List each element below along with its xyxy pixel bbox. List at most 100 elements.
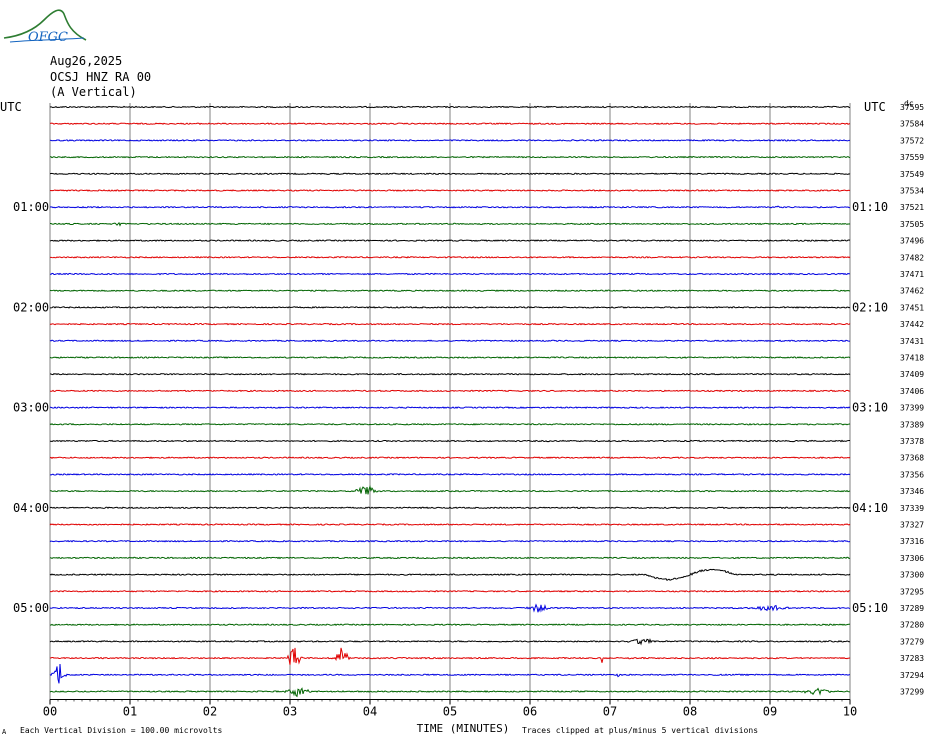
trace-value-label: 37399 — [900, 404, 924, 413]
left-hour-label: 02:00 — [13, 300, 49, 314]
trace-line-35 — [49, 687, 851, 698]
trace-value-label: 37549 — [900, 170, 924, 179]
trace-value-label: 37316 — [900, 537, 924, 546]
x-axis-label: TIME (MINUTES) — [417, 722, 510, 735]
trace-line-4 — [49, 172, 851, 176]
trace-line-9 — [49, 255, 851, 259]
left-hour-label: 05:00 — [13, 601, 49, 615]
clip-note: Traces clipped at plus/minus 5 vertical … — [522, 726, 758, 735]
x-tick-labels: 00 01 02 03 04 05 06 07 08 09 10 — [43, 705, 857, 719]
trace-value-label: 37584 — [900, 120, 924, 129]
trace-line-29 — [49, 590, 851, 593]
trace-value-label: 37368 — [900, 454, 924, 463]
logo-line-icon — [9, 37, 85, 43]
trace-line-17 — [49, 389, 851, 393]
trace-value-label: 37595 — [900, 103, 924, 112]
trace-line-2 — [49, 139, 851, 142]
right-hour-label: 05:10 — [852, 601, 888, 615]
trace-line-12 — [49, 306, 851, 309]
trace-value-label: 37279 — [900, 637, 924, 646]
trace-line-32 — [49, 638, 851, 646]
trace-value-label: 37559 — [900, 153, 924, 162]
trace-line-14 — [49, 339, 851, 343]
scale-note: Each Vertical Division = 100.00 microvol… — [20, 726, 222, 735]
trace-value-label: 37327 — [900, 521, 924, 530]
left-hour-label: 03:00 — [13, 401, 49, 415]
trace-value-label: 37280 — [900, 621, 924, 630]
trace-value-label: 37451 — [900, 303, 924, 312]
trace-value-label: 37294 — [900, 671, 924, 680]
logo: OFGC — [3, 9, 87, 45]
trace-line-3 — [49, 155, 851, 159]
trace-value-label: 37300 — [900, 571, 924, 580]
left-hour-label: 01:00 — [13, 200, 49, 214]
footer-left-mark: A — [2, 728, 7, 736]
trace-line-27 — [49, 556, 851, 560]
right-hour-labels: 01:10 02:10 03:10 04:10 05:10 — [852, 200, 888, 615]
traces — [49, 105, 851, 698]
utc-left-label: UTC — [0, 100, 22, 114]
x-tick-label: 01 — [123, 705, 137, 719]
trace-value-label: 37295 — [900, 587, 924, 596]
trace-value-label: 37406 — [900, 387, 924, 396]
trace-line-34 — [49, 663, 851, 684]
left-hour-labels: 01:00 02:00 03:00 04:00 05:00 — [13, 200, 49, 615]
trace-line-15 — [49, 356, 851, 359]
utc-right-label: UTC — [864, 100, 886, 114]
trace-value-label: 37283 — [900, 654, 924, 663]
x-tick-label: 10 — [843, 705, 857, 719]
trace-value-label: 37418 — [900, 354, 924, 363]
x-tick-label: 00 — [43, 705, 57, 719]
trace-value-label: 37431 — [900, 337, 924, 346]
trace-line-8 — [49, 239, 851, 242]
x-tick-label: 08 — [683, 705, 697, 719]
trace-value-label: 37289 — [900, 604, 924, 613]
trace-value-label: 37389 — [900, 420, 924, 429]
trace-value-label: 37462 — [900, 287, 924, 296]
trace-line-33 — [49, 647, 851, 665]
trace-line-16 — [49, 372, 851, 376]
right-hour-label: 04:10 — [852, 501, 888, 515]
trace-line-19 — [49, 422, 851, 426]
trace-value-label: 37521 — [900, 203, 924, 212]
x-tick-label: 05 — [443, 705, 457, 719]
logo-swoosh-icon — [3, 9, 87, 41]
right-hour-label: 03:10 — [852, 401, 888, 415]
logo-text: OFGC — [28, 30, 68, 45]
right-hour-label: 02:10 — [852, 300, 888, 314]
x-tick-label: 02 — [203, 705, 217, 719]
trace-line-23 — [49, 485, 851, 495]
x-tick-label: 09 — [763, 705, 777, 719]
trace-line-10 — [49, 272, 851, 276]
trace-line-30 — [49, 603, 851, 613]
date-label: Aug26,2025 — [50, 54, 122, 68]
trace-line-31 — [49, 623, 851, 626]
trace-line-13 — [49, 322, 851, 326]
right-hour-label: 01:10 — [852, 200, 888, 214]
trace-value-label: 37442 — [900, 320, 924, 329]
trace-line-0 — [49, 105, 851, 109]
grid — [49, 103, 851, 705]
station-label: OCSJ HNZ RA 00 — [50, 70, 151, 84]
trace-line-5 — [49, 189, 851, 192]
trace-value-label: 37306 — [900, 554, 924, 563]
trace-line-26 — [49, 539, 851, 543]
trace-line-20 — [49, 439, 850, 443]
x-tick-label: 04 — [363, 705, 377, 719]
trace-line-18 — [49, 406, 851, 409]
trace-value-label: 37339 — [900, 504, 924, 513]
x-tick-label: 03 — [283, 705, 297, 719]
trace-value-label: 37346 — [900, 487, 924, 496]
trace-value-label: 37572 — [900, 136, 924, 145]
trace-line-28 — [49, 568, 851, 582]
trace-line-1 — [49, 122, 851, 126]
trace-line-11 — [49, 289, 851, 292]
trace-value-label: 37496 — [900, 237, 924, 246]
trace-line-21 — [49, 456, 851, 459]
trace-values: 37595 37584 37572 37559 37549 37534 37521 37505… — [900, 103, 924, 697]
trace-line-24 — [49, 506, 851, 510]
trace-value-label: 37505 — [900, 220, 924, 229]
top-right-mark: dc — [904, 99, 914, 108]
trace-line-22 — [49, 473, 851, 476]
